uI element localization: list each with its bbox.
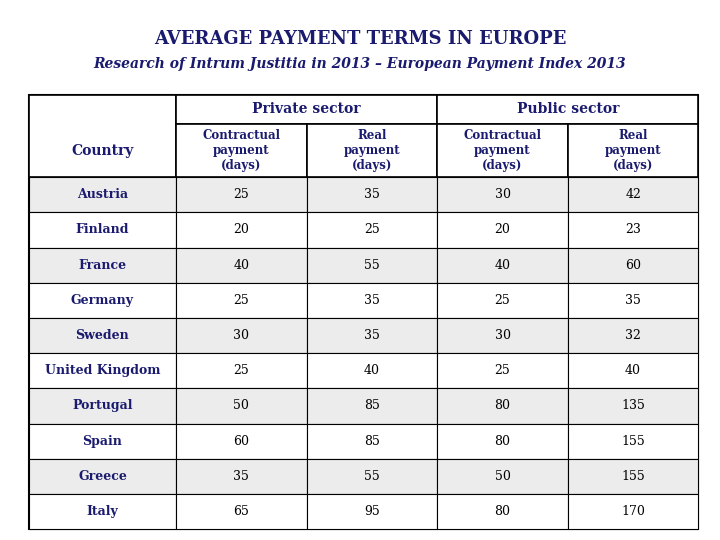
Text: Finland: Finland [76,224,129,237]
Text: 80: 80 [495,400,510,413]
Text: Austria: Austria [77,188,128,201]
Text: 25: 25 [233,364,249,377]
Text: 85: 85 [364,435,380,448]
Text: 155: 155 [621,470,645,483]
Text: 25: 25 [364,224,380,237]
Text: 25: 25 [233,294,249,307]
Text: 170: 170 [621,505,645,518]
Text: Real
payment
(days): Real payment (days) [343,129,400,172]
Text: 155: 155 [621,435,645,448]
Text: Spain: Spain [83,435,122,448]
Text: Contractual
payment
(days): Contractual payment (days) [202,129,280,172]
Text: 55: 55 [364,470,380,483]
Text: 40: 40 [495,259,510,272]
Text: 60: 60 [233,435,249,448]
Text: 35: 35 [364,294,380,307]
Text: Real
payment
(days): Real payment (days) [605,129,662,172]
Text: Contractual
payment
(days): Contractual payment (days) [464,129,541,172]
Text: 50: 50 [233,400,249,413]
Text: 30: 30 [495,188,510,201]
Text: 85: 85 [364,400,380,413]
Text: France: France [78,259,127,272]
Text: Research of Intrum Justitia in 2013 – European Payment Index 2013: Research of Intrum Justitia in 2013 – Eu… [94,57,626,71]
Text: 25: 25 [495,294,510,307]
Text: Country: Country [71,144,134,158]
Text: Germany: Germany [71,294,134,307]
Text: 40: 40 [233,259,249,272]
Text: 65: 65 [233,505,249,518]
Text: Italy: Italy [86,505,118,518]
Text: 135: 135 [621,400,645,413]
Text: 20: 20 [233,224,249,237]
Text: Greece: Greece [78,470,127,483]
Text: Public sector: Public sector [517,103,619,116]
Text: 23: 23 [625,224,641,237]
Text: Sweden: Sweden [76,329,130,342]
Text: 40: 40 [364,364,380,377]
Text: 20: 20 [495,224,510,237]
Text: 55: 55 [364,259,380,272]
Text: 35: 35 [625,294,641,307]
Text: 32: 32 [625,329,641,342]
Text: Portugal: Portugal [72,400,132,413]
Text: 60: 60 [625,259,641,272]
Text: 35: 35 [233,470,249,483]
Text: 40: 40 [625,364,641,377]
Text: Private sector: Private sector [253,103,361,116]
Text: United Kingdom: United Kingdom [45,364,161,377]
Text: AVERAGE PAYMENT TERMS IN EUROPE: AVERAGE PAYMENT TERMS IN EUROPE [154,30,566,48]
Text: 42: 42 [625,188,641,201]
Text: 35: 35 [364,329,380,342]
Text: 25: 25 [233,188,249,201]
Text: 30: 30 [233,329,249,342]
Text: 80: 80 [495,505,510,518]
Text: 95: 95 [364,505,380,518]
Text: 50: 50 [495,470,510,483]
Text: 80: 80 [495,435,510,448]
Text: 25: 25 [495,364,510,377]
Text: 35: 35 [364,188,380,201]
Text: 30: 30 [495,329,510,342]
